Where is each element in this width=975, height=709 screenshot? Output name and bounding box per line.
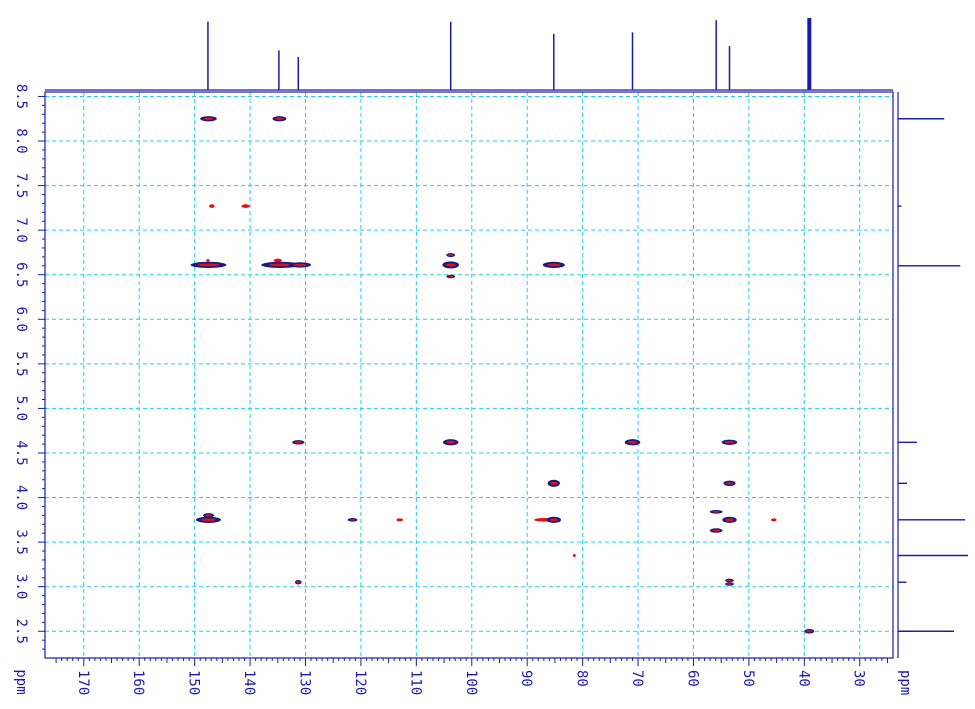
grid [45, 92, 893, 658]
y-axis: 8.5 8.0 7.5 7.0 6.5 6.0 5.5 5.0 4.5 4.0 3.5 3.0 2.5 p… [13, 84, 45, 695]
x-tick-label: 50 [740, 670, 756, 687]
y-tick-label: 5.0 [13, 396, 29, 421]
x-tick-label: 40 [795, 670, 811, 687]
cross-peak [547, 479, 560, 487]
cross-peak [722, 516, 737, 523]
cross-peak-negative [273, 258, 282, 263]
cross-peak [709, 528, 723, 533]
y-tick-label: 3.0 [13, 574, 29, 599]
y-tick-label: 7.5 [13, 173, 29, 198]
x-tick-label: 120 [352, 670, 368, 695]
x-tick-label: 170 [75, 670, 91, 695]
cross-peak [272, 116, 287, 122]
cross-peak-negative [206, 258, 210, 262]
cross-peak [723, 480, 736, 486]
f1-projection-trace [897, 92, 968, 658]
cross-peak [288, 262, 312, 268]
cross-peak-negative [572, 553, 576, 557]
cross-peak [725, 582, 734, 586]
cross-peak [624, 439, 641, 446]
x-tick-label: 30 [851, 670, 867, 687]
y-tick-label: 3.5 [13, 529, 29, 554]
y-tick-label: 5.5 [13, 351, 29, 376]
y-tick-label: 6.0 [13, 307, 29, 332]
cross-peak-negative [771, 518, 777, 522]
plot-frame [44, 91, 894, 659]
cross-peak [292, 440, 305, 445]
cross-peak [190, 261, 227, 269]
cross-peak-negative [209, 204, 215, 208]
x-tick-label: 90 [518, 670, 534, 687]
y-tick-label: 4.0 [13, 485, 29, 510]
x-tick-label: 70 [629, 670, 645, 687]
cross-peak [442, 261, 460, 269]
plot-border [44, 91, 894, 659]
x-tick-label: 130 [296, 670, 312, 695]
y-tick-label: 2.5 [13, 619, 29, 644]
y-tick-label: 4.5 [13, 440, 29, 465]
f2-projection-trace [45, 18, 893, 91]
cross-peak [196, 516, 221, 523]
x-axis-unit-label: ppm [897, 670, 913, 695]
y-tick-label: 8.5 [13, 84, 29, 109]
cross-peak-negative [396, 518, 404, 522]
cross-peak [202, 513, 215, 518]
x-axis: 170 160 150 140 130 120 110 100 90 80 70 60 50 40 30 pp… [55, 658, 913, 695]
cross-peak-negative [241, 204, 250, 208]
x-tick-label: 100 [463, 670, 479, 695]
x-tick-label: 160 [130, 670, 146, 695]
x-tick-label: 80 [574, 670, 590, 687]
cross-peak [347, 518, 358, 522]
cross-peak [725, 578, 734, 583]
cross-peak [721, 439, 738, 445]
x-tick-label: 140 [241, 670, 257, 695]
x-tick-label: 110 [407, 670, 423, 695]
cross-peaks [190, 116, 815, 634]
cross-peak [446, 274, 456, 279]
cross-peak [446, 253, 456, 258]
y-tick-label: 7.0 [13, 218, 29, 243]
cross-peak [261, 261, 300, 269]
cross-peak [442, 439, 459, 446]
y-tick-label: 6.5 [13, 262, 29, 287]
y-tick-label: 8.0 [13, 128, 29, 153]
cross-peak [200, 116, 217, 122]
x-tick-label: 60 [684, 670, 700, 687]
x-tick-label: 150 [186, 670, 202, 695]
cross-peak [542, 261, 565, 269]
cross-peak [804, 629, 815, 634]
y-axis-unit-label: ppm [13, 669, 29, 694]
cross-peak [709, 510, 723, 514]
cross-peak [546, 516, 562, 523]
cross-peak [294, 580, 302, 585]
